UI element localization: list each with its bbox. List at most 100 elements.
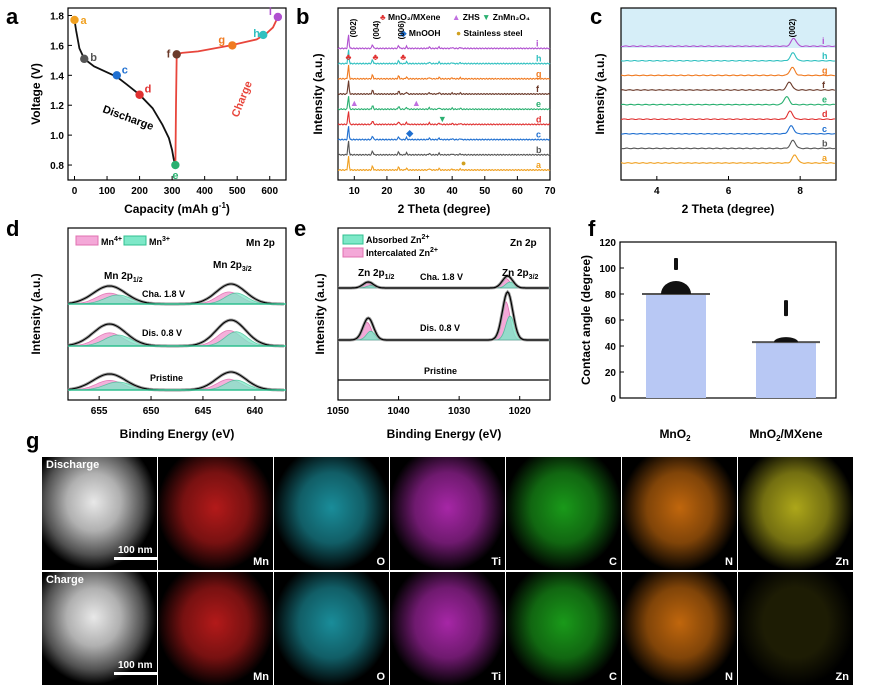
panel-label-f: f <box>588 216 596 241</box>
x-tick-label-b: 20 <box>381 186 393 197</box>
y-tick-label-f: 0 <box>610 394 616 405</box>
x-tick-label-a: 0 <box>72 186 78 197</box>
x-tick-label-e: 1020 <box>509 406 532 417</box>
y-tick-label-f: 60 <box>605 316 617 327</box>
x-tick-label-a: 200 <box>131 186 148 197</box>
legend-label-mn3: Mn3+ <box>149 236 170 247</box>
peak-label-zn2p12: Zn 2p1/2 <box>358 268 395 281</box>
state-point-label-c: c <box>122 64 128 76</box>
state-point-d <box>135 90 144 99</box>
state-point-label-h: h <box>253 28 260 40</box>
trace-label-c-g: g <box>822 65 828 75</box>
trace-label-h: h <box>536 54 542 64</box>
trace-label-a: a <box>536 160 542 170</box>
panel-label-b: b <box>296 4 309 29</box>
droplet-0 <box>661 281 691 294</box>
x-axis-title-c: 2 Theta (degree) <box>682 202 775 216</box>
eds-map-zn: Zn <box>738 572 853 685</box>
state-point-c <box>112 71 122 80</box>
peak-label-mn2p12: Mn 2p1/2 <box>104 271 143 284</box>
xrd-zoom-trace-a <box>620 154 835 164</box>
y-tick-label-f: 20 <box>605 368 617 379</box>
legend-swatch-mn4 <box>75 235 99 246</box>
plot-frame-d <box>67 227 287 401</box>
trace-label-d: d <box>536 114 542 124</box>
legend-item-mno2-mxene: ♣ MnO₂/MXene <box>380 12 441 22</box>
eds-map-o: O <box>274 572 389 685</box>
x-tick-label-b: 60 <box>512 186 524 197</box>
trace-label-c-e: e <box>822 95 827 105</box>
haadf-image: Discharge 100 nm <box>42 457 157 570</box>
state-point-f <box>172 50 181 59</box>
trace-label-c-f: f <box>822 80 826 90</box>
y-axis-title-b: Intensity (a.u.) <box>311 53 325 134</box>
xrd-zoom-trace-i <box>620 37 836 48</box>
y-tick-label-a: 1.8 <box>50 11 64 22</box>
marker-zhs-2: ▲ <box>412 98 421 108</box>
y-axis-title-e: Intensity (a.u.) <box>313 273 327 354</box>
x-tick-label-a: 300 <box>164 186 181 197</box>
element-label-c: C <box>609 556 617 568</box>
state-point-label-f: f <box>167 48 171 60</box>
marker-znmn2o4: ▼ <box>438 114 447 124</box>
eds-map-c: C <box>506 457 621 570</box>
eds-map-ti: Ti <box>390 457 505 570</box>
plot-frame-e <box>337 227 551 401</box>
x-tick-label-d: 645 <box>195 406 212 417</box>
panel-label-d: d <box>6 216 19 241</box>
x-tick-label-c: 4 <box>654 186 660 197</box>
category-label-mno2-mxene: MnO2/MXene <box>749 427 822 443</box>
element-label-mn: Mn <box>253 671 269 683</box>
x-tick-label-e: 1040 <box>387 406 410 417</box>
xrd-trace-a <box>337 156 551 172</box>
y-axis-title-d: Intensity (a.u.) <box>29 273 43 354</box>
state-point-label-g: g <box>218 34 225 46</box>
y-tick-label-a: 1.2 <box>50 101 64 112</box>
xrd-trace-g <box>337 64 551 81</box>
xrd-zoom-trace-b <box>620 139 836 150</box>
plot-background-c <box>621 8 836 48</box>
x-tick-label-b: 70 <box>544 186 556 197</box>
eds-map-n: N <box>622 457 737 570</box>
xrd-trace-f <box>337 80 551 96</box>
panel-f-contact-angle: 0 20 40 60 80 100 120 Contact angle (degree) M… <box>579 238 837 443</box>
panel-label-g: g <box>26 428 39 453</box>
eds-map-mn: Mn <box>158 572 273 685</box>
trace-label-c-b: b <box>822 138 828 148</box>
x-axis-title-e: Binding Energy (eV) <box>387 427 502 441</box>
marker-mnmx-2: ♣ <box>373 52 379 62</box>
charge-annotation: Charge <box>230 79 255 119</box>
y-tick-label-f: 100 <box>599 264 616 275</box>
legend-swatch-absorbed <box>342 234 364 245</box>
legend-item-zhs: ▲ ZHS <box>452 12 480 22</box>
x-tick-label-a: 400 <box>196 186 213 197</box>
x-tick-label-d: 655 <box>91 406 108 417</box>
discharge-annotation: Discharge <box>101 104 155 133</box>
legend-label-intercalated: Intercalated Zn2+ <box>366 247 438 258</box>
plot-frame-a <box>67 7 287 181</box>
element-label-zn: Zn <box>835 671 849 683</box>
x-tick-label-a: 600 <box>261 186 278 197</box>
xrd-zoom-trace-d <box>620 110 835 121</box>
state-point-b <box>80 54 89 64</box>
row-label-discharge: Discharge <box>46 459 100 471</box>
marker-steel: ● <box>461 158 466 168</box>
x-axis-title-d: Binding Energy (eV) <box>120 427 235 441</box>
trace-label-c-h: h <box>822 51 828 61</box>
trace-label-b: b <box>536 145 542 155</box>
droplet-1 <box>774 337 798 343</box>
x-axis-title-a: Capacity (mAh g-1) <box>124 201 230 216</box>
legend-item-stainless-steel: ● Stainless steel <box>456 28 523 38</box>
trace-label-c-d: d <box>822 109 828 119</box>
element-label-o: O <box>376 556 385 568</box>
state-point-e <box>171 160 180 170</box>
y-axis-title-c: Intensity (a.u.) <box>593 53 607 134</box>
panel-label-e: e <box>294 216 306 241</box>
x-tick-label-b: 30 <box>414 186 426 197</box>
discharge-curve <box>73 19 177 166</box>
eds-map-ti: Ti <box>390 572 505 685</box>
trace-label-c-a: a <box>822 153 828 163</box>
bar-0 <box>646 294 706 398</box>
scale-bar <box>114 557 157 560</box>
panel-e-xps-zn: 1050 1040 1030 1020 Absorbed Zn2+ Intercala… <box>313 227 551 441</box>
